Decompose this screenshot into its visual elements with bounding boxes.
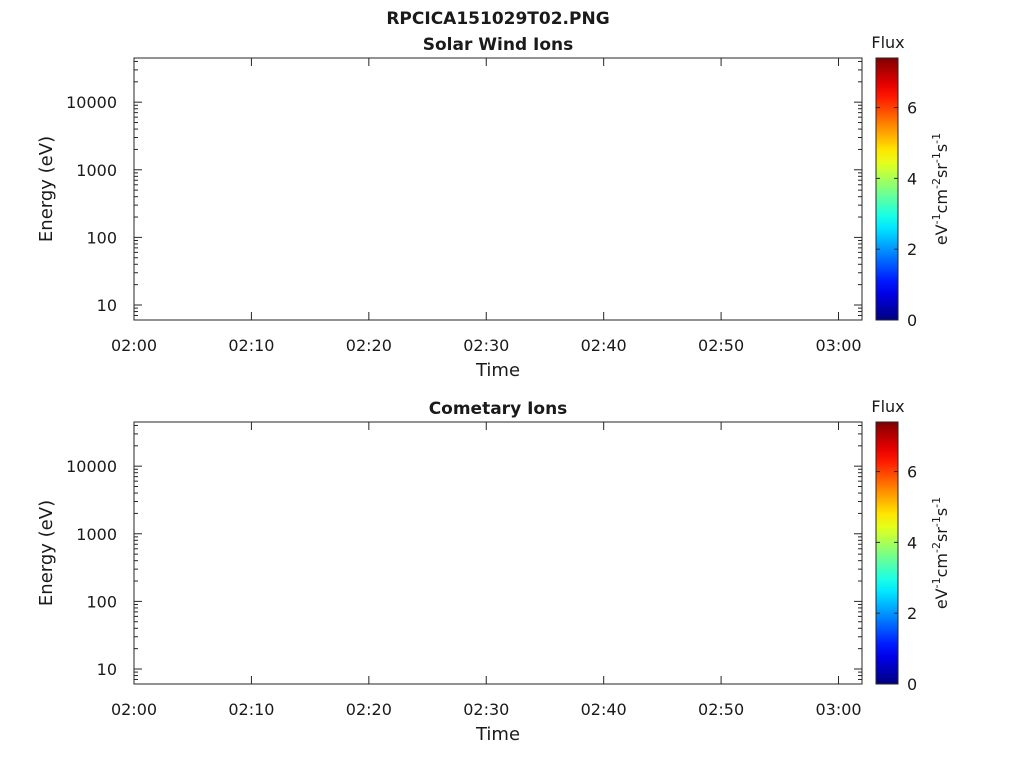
x-tick-label: 02:50 bbox=[698, 700, 744, 719]
colorbar-unit-label: eV-1cm-2sr-1s-1 bbox=[930, 497, 951, 609]
x-tick-label: 02:50 bbox=[698, 336, 744, 355]
colorbar-tick-label: 0 bbox=[907, 675, 917, 694]
colorbar-unit-label: eV-1cm-2sr-1s-1 bbox=[930, 133, 951, 245]
plot-frame bbox=[133, 421, 863, 685]
x-axis-title: Time bbox=[475, 724, 520, 745]
colorbar-tick-label: 0 bbox=[907, 311, 917, 330]
x-tick-label: 02:10 bbox=[228, 336, 274, 355]
panel-title: Solar Wind Ions bbox=[423, 35, 574, 55]
x-tick-label: 02:30 bbox=[463, 700, 509, 719]
y-tick-label: 1000 bbox=[76, 525, 117, 544]
y-tick-label: 10000 bbox=[66, 457, 117, 476]
y-axis-title: Energy (eV) bbox=[36, 500, 57, 606]
y-tick-label: 100 bbox=[86, 592, 117, 611]
x-tick-label: 02:40 bbox=[581, 700, 627, 719]
x-tick-label: 02:00 bbox=[111, 700, 157, 719]
y-tick-label: 100 bbox=[86, 228, 117, 247]
x-tick-label: 02:40 bbox=[581, 336, 627, 355]
y-tick-label: 1000 bbox=[76, 161, 117, 180]
colorbar-tick-label: 2 bbox=[907, 240, 917, 259]
colorbar-tick-label: 6 bbox=[907, 463, 917, 482]
solar-wind-panel: Solar Wind Ions 10 100 1000 10000 02:00 02:10 0… bbox=[36, 33, 951, 381]
colorbar bbox=[875, 57, 899, 321]
x-axis-title: Time bbox=[475, 360, 520, 381]
x-tick-label: 02:20 bbox=[346, 700, 392, 719]
colorbar-tick-label: 2 bbox=[907, 604, 917, 623]
y-tick-label: 10000 bbox=[66, 93, 117, 112]
colorbar-title: Flux bbox=[871, 397, 904, 416]
colorbar-tick-label: 6 bbox=[907, 99, 917, 118]
x-tick-label: 02:10 bbox=[228, 700, 274, 719]
cometary-panel: Cometary Ions 10 100 1000 10000 02:00 02:10 02:… bbox=[36, 397, 951, 745]
x-tick-label: 02:30 bbox=[463, 336, 509, 355]
plot-frame bbox=[133, 57, 863, 321]
panel-title: Cometary Ions bbox=[429, 399, 568, 419]
colorbar-title: Flux bbox=[871, 33, 904, 52]
colorbar bbox=[875, 421, 899, 685]
x-tick-label: 03:00 bbox=[815, 336, 861, 355]
y-tick-label: 10 bbox=[97, 660, 117, 679]
colorbar-tick-label: 4 bbox=[907, 533, 917, 552]
y-tick-label: 10 bbox=[97, 296, 117, 315]
x-tick-label: 02:00 bbox=[111, 336, 157, 355]
figure-title: RPCICA151029T02.PNG bbox=[386, 9, 609, 29]
x-tick-label: 03:00 bbox=[815, 700, 861, 719]
x-tick-label: 02:20 bbox=[346, 336, 392, 355]
colorbar-tick-label: 4 bbox=[907, 169, 917, 188]
y-minor-ticks bbox=[134, 424, 862, 685]
y-axis-title: Energy (eV) bbox=[36, 136, 57, 242]
y-minor-ticks bbox=[134, 60, 862, 321]
